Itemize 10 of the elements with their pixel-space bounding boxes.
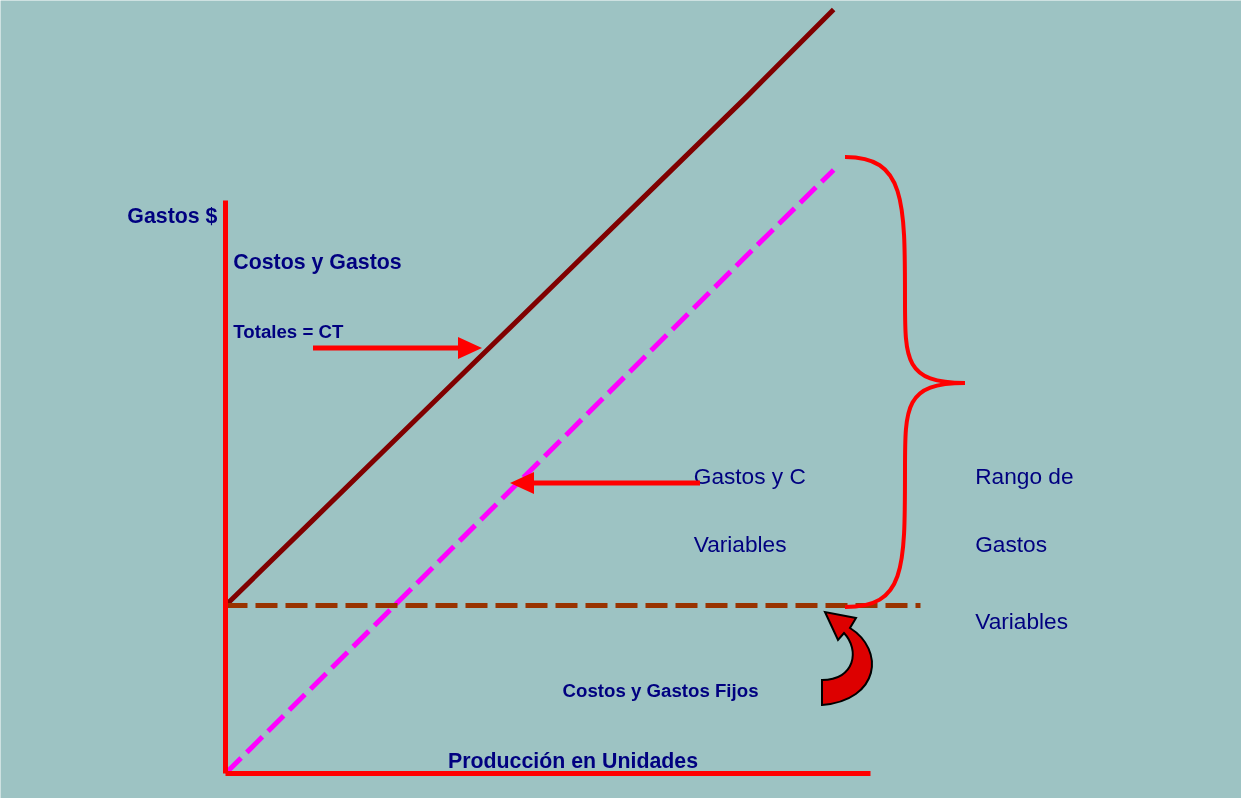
annotation: Costos y Gastos Fijos [562,680,759,702]
annotation: Variables [693,531,787,558]
annotation: Costos y Gastos [233,249,402,274]
annotation: Gastos y C [693,462,806,489]
text: Variables [975,607,1069,634]
text: Rango de [975,462,1074,489]
x-axis-title: Producción en Unidades [447,749,699,774]
text: Gastos [975,531,1048,558]
y-axis-title: Gastos $ [127,203,218,228]
annotation: Totales = CT [233,321,344,343]
